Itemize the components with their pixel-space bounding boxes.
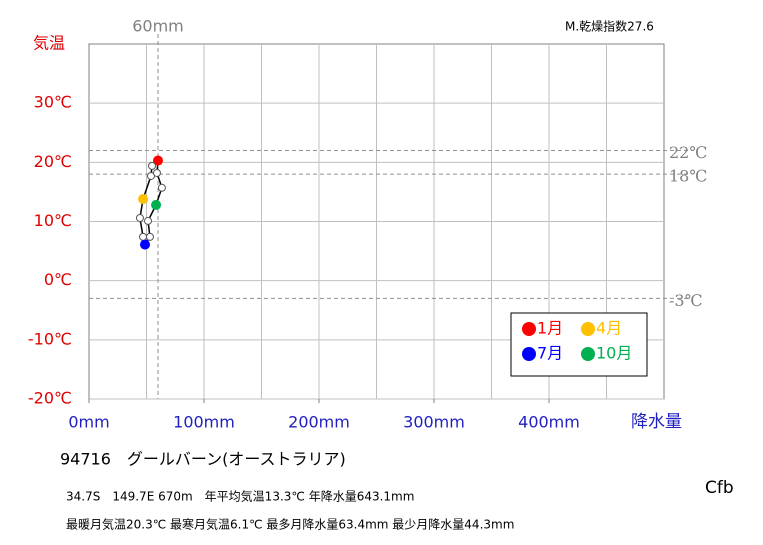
- reference-label: 18℃: [669, 167, 707, 186]
- month-point: [140, 239, 151, 250]
- extremes-info: 最暖月気温20.3℃ 最寒月気温6.1℃ 最多月降水量63.4mm 最少月降水量…: [66, 517, 514, 532]
- y-tick-label: -10℃: [28, 329, 72, 348]
- month-point: [145, 232, 154, 241]
- aridity-index: M.乾燥指数27.6: [565, 19, 654, 34]
- x-tick-label: 300mm: [403, 413, 465, 432]
- month-point: [148, 161, 157, 170]
- month-point: [139, 232, 148, 241]
- y-tick-label: 10℃: [34, 211, 72, 230]
- y-tick-label: 0℃: [44, 270, 72, 289]
- reference-label: -3℃: [669, 291, 702, 310]
- climate-class: Cfb: [705, 478, 734, 498]
- legend-marker: [581, 347, 595, 361]
- month-point: [152, 168, 161, 177]
- x-tick-label: 400mm: [518, 413, 580, 432]
- legend-label: 1月: [537, 319, 563, 338]
- legend-label: 7月: [537, 344, 563, 363]
- station: 94716 グールバーン(オーストラリア): [60, 450, 346, 469]
- legend-marker: [522, 322, 536, 336]
- month-point: [138, 194, 149, 205]
- x-axis-title: 降水量: [631, 412, 682, 432]
- reference-label: 22℃: [669, 143, 707, 162]
- y-tick-label: -20℃: [28, 389, 72, 408]
- reference-label: 60mm: [132, 17, 184, 36]
- month-point: [151, 199, 162, 210]
- month-point: [157, 183, 166, 192]
- location-info: 34.7S 149.7E 670m 年平均気温13.3℃ 年降水量643.1mm: [66, 489, 414, 504]
- month-point: [153, 155, 163, 166]
- y-tick-label: 30℃: [34, 93, 72, 112]
- x-tick-label: 100mm: [173, 413, 235, 432]
- legend-label: 10月: [596, 344, 632, 363]
- month-point: [143, 216, 152, 225]
- legend-box: [510, 312, 648, 377]
- x-tick-label: 200mm: [288, 413, 350, 432]
- y-tick-label: 20℃: [34, 152, 72, 171]
- y-axis-title: 気温: [33, 34, 65, 53]
- legend-marker: [581, 322, 595, 336]
- month-point: [135, 213, 144, 222]
- legend-label: 4月: [596, 319, 622, 338]
- legend-marker: [522, 347, 536, 361]
- x-tick-label: 0mm: [68, 413, 109, 432]
